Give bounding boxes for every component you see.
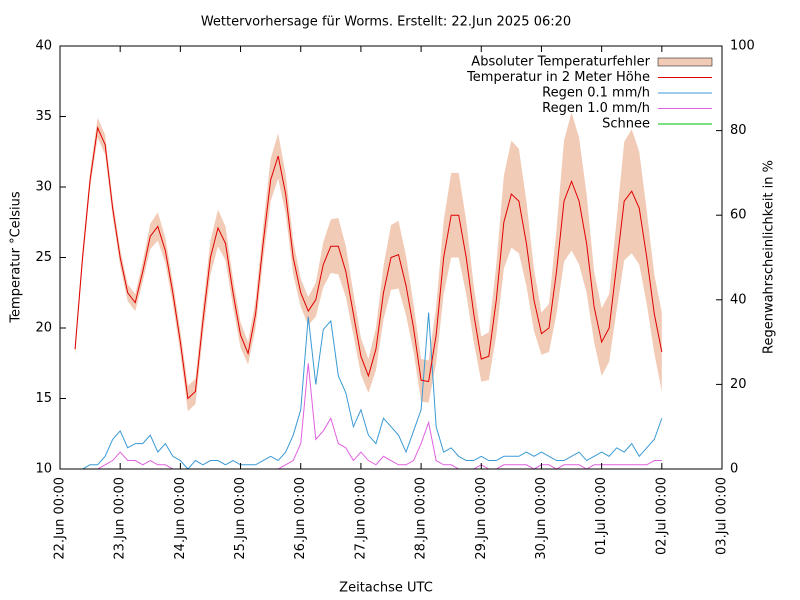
x-tick-label: 27.Jun 00:00 [353, 477, 368, 560]
y2-tick-label: 20 [730, 377, 747, 392]
y-axis-label: Temperatur °Celsius [9, 191, 24, 324]
chart-title: Wettervorhersage für Worms. Erstellt: 22… [201, 15, 571, 30]
y-tick-label: 25 [35, 250, 52, 265]
y-tick-label: 40 [35, 39, 52, 54]
x-tick-label: 23.Jun 00:00 [113, 477, 128, 560]
x-axis-label: Zeitachse UTC [339, 581, 433, 596]
x-tick-label: 01.Jul 00:00 [594, 477, 609, 555]
x-tick-label: 28.Jun 00:00 [414, 477, 429, 560]
y2-tick-label: 0 [730, 462, 738, 477]
x-tick-label: 26.Jun 00:00 [293, 477, 308, 560]
y2-tick-label: 80 [730, 123, 747, 138]
legend-label: Temperatur in 2 Meter Höhe [466, 70, 650, 85]
y2-tick-label: 60 [730, 208, 747, 223]
series-line [74, 125, 663, 400]
y-tick-label: 15 [35, 391, 52, 406]
x-tick-label: 24.Jun 00:00 [173, 477, 188, 560]
y-tick-label: 35 [35, 109, 52, 124]
y-tick-label: 20 [35, 321, 52, 336]
legend-label: Regen 1.0 mm/h [542, 101, 650, 116]
y-tick-label: 10 [35, 462, 52, 477]
legend-swatch [657, 57, 713, 67]
series-line [75, 312, 663, 470]
y-tick-label: 30 [35, 180, 52, 195]
y2-tick-label: 100 [730, 39, 755, 54]
legend-label: Schnee [602, 117, 650, 132]
legend-label: Regen 0.1 mm/h [542, 86, 650, 101]
legend-label: Absoluter Temperaturfehler [471, 55, 650, 70]
error-band [75, 112, 662, 412]
y2-axis-label: Regenwahrscheinlichkeit in % [762, 160, 777, 354]
x-tick-label: 30.Jun 00:00 [534, 477, 549, 560]
x-tick-label: 22.Jun 00:00 [53, 477, 68, 560]
x-tick-label: 29.Jun 00:00 [474, 477, 489, 560]
x-tick-label: 25.Jun 00:00 [233, 477, 248, 560]
y2-tick-label: 40 [730, 292, 747, 307]
x-tick-label: 02.Jul 00:00 [654, 477, 669, 555]
x-tick-label: 03.Jul 00:00 [715, 477, 730, 555]
